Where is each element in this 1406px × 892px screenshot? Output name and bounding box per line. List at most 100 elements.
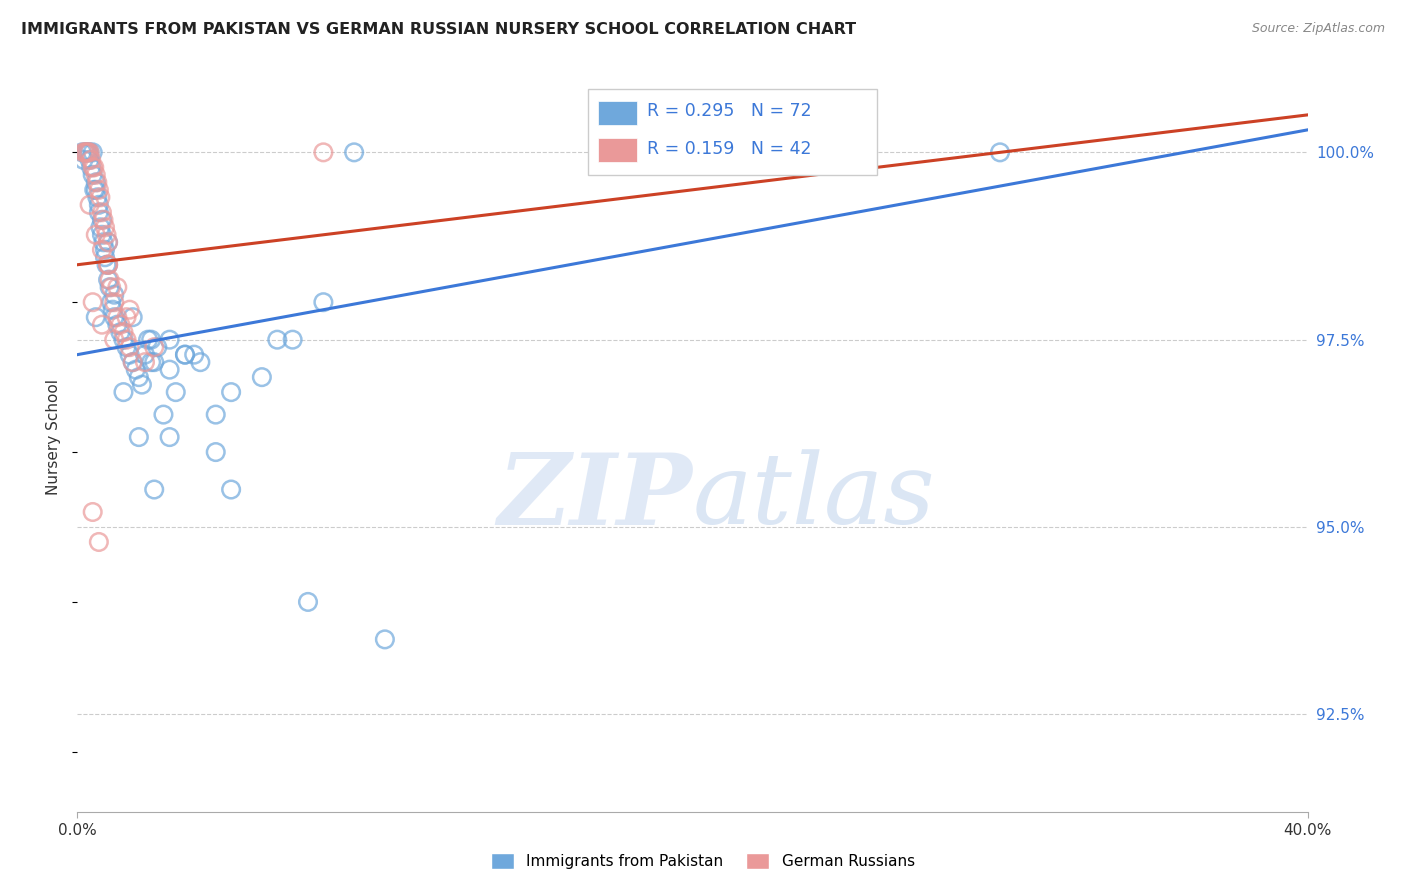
Point [105,280,128,294]
Point [188,355,212,369]
Point [96,258,118,272]
Point [105,318,128,332]
Point [115,310,138,325]
Point [204,445,226,459]
Point [281,333,304,347]
Point [143,340,166,354]
Point [118,302,141,317]
Point [94,220,117,235]
Point [82,505,104,519]
Point [297,595,319,609]
Point [118,348,141,362]
Point [128,430,150,444]
Point [82,295,104,310]
Point [100,280,122,294]
Point [79,153,101,167]
Point [143,483,166,497]
Point [110,325,132,339]
Point [141,355,163,369]
Point [89,190,111,204]
Point [100,295,122,310]
Point [82,168,104,182]
Point [82,145,104,160]
Point [103,333,125,347]
Point [94,250,117,264]
Point [121,310,143,325]
Point [312,145,335,160]
Point [82,161,104,175]
Point [312,295,335,310]
Text: R = 0.159   N = 42: R = 0.159 N = 42 [647,140,811,158]
Point [84,310,107,325]
FancyBboxPatch shape [598,101,637,125]
Point [93,235,115,250]
Text: IMMIGRANTS FROM PAKISTAN VS GERMAN RUSSIAN NURSERY SCHOOL CORRELATION CHART: IMMIGRANTS FROM PAKISTAN VS GERMAN RUSSI… [21,22,856,37]
Point [76,145,98,160]
Point [97,235,120,250]
Point [94,243,117,257]
Point [80,161,103,175]
Point [79,198,101,212]
Point [79,145,101,160]
Point [84,175,107,189]
Point [134,348,156,362]
Point [79,145,101,160]
Text: R = 0.295   N = 72: R = 0.295 N = 72 [647,103,811,120]
Point [97,235,120,250]
Point [165,385,187,400]
Point [76,145,98,160]
Point [73,145,96,160]
Point [174,348,197,362]
Point [77,145,100,160]
Point [93,212,115,227]
Point [72,153,94,167]
Point [159,333,181,347]
Point [89,220,111,235]
Point [183,348,205,362]
Point [90,205,114,219]
Point [374,632,396,647]
Point [115,340,138,354]
Point [159,430,181,444]
Point [146,340,169,354]
Point [90,318,114,332]
Point [343,145,366,160]
Point [121,355,143,369]
Point [134,355,156,369]
Point [73,145,96,160]
Point [84,183,107,197]
Point [87,205,110,219]
Point [128,370,150,384]
Point [83,161,105,175]
Point [159,362,181,376]
Point [98,273,121,287]
Y-axis label: Nursery School: Nursery School [46,379,62,495]
Point [219,385,242,400]
Point [72,145,94,160]
Point [152,408,174,422]
Point [84,227,107,242]
Point [86,190,108,204]
Point [70,145,93,160]
Point [87,198,110,212]
Point [86,175,108,189]
Point [988,145,1011,160]
Point [118,340,141,354]
Point [90,243,114,257]
Point [103,287,125,301]
Point [204,408,226,422]
Point [112,385,135,400]
Point [97,258,120,272]
Point [112,333,135,347]
Point [250,370,273,384]
Point [87,535,110,549]
Point [115,333,138,347]
FancyBboxPatch shape [598,138,637,162]
Point [219,483,242,497]
Point [101,302,124,317]
Point [121,355,143,369]
Point [87,183,110,197]
Text: ZIP: ZIP [498,449,693,545]
Legend: Immigrants from Pakistan, German Russians: Immigrants from Pakistan, German Russian… [485,847,921,875]
Point [143,355,166,369]
